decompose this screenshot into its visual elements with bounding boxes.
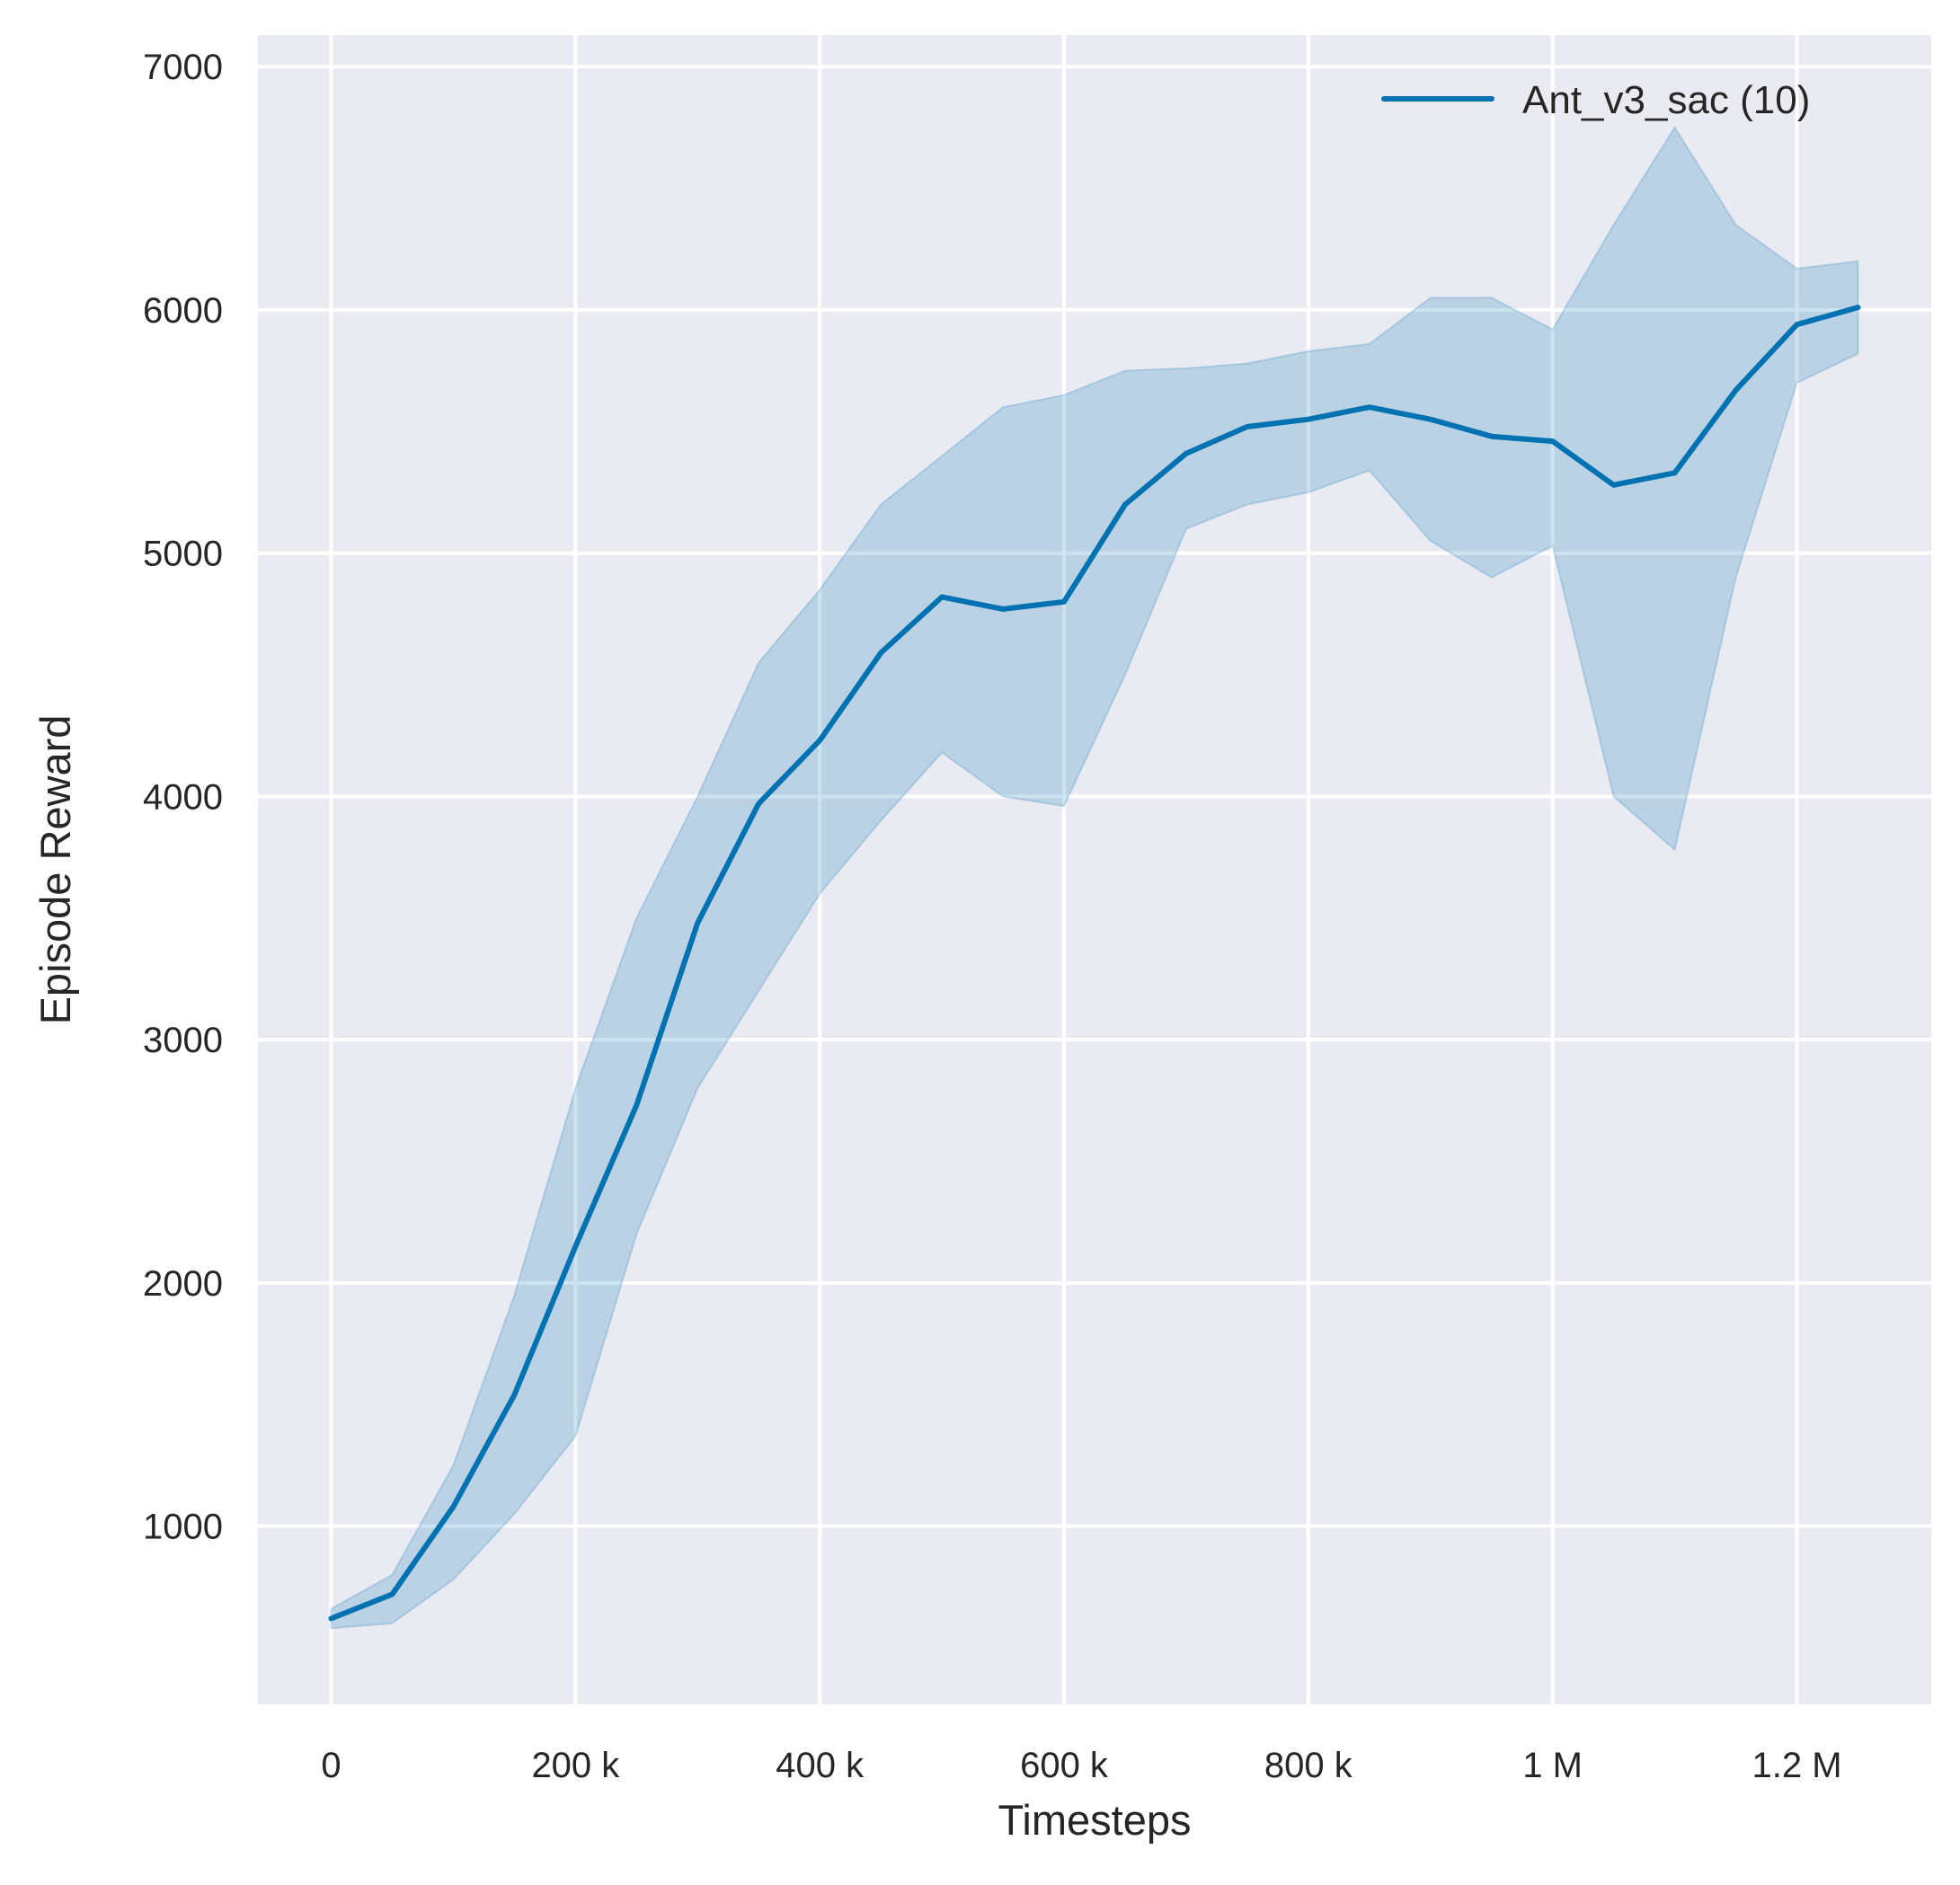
x-tick-label: 0 — [321, 1746, 341, 1785]
y-tick-labels: 1000 2000 3000 4000 5000 6000 7000 — [143, 48, 223, 1546]
legend: Ant_v3_sac (10) — [1381, 78, 1810, 122]
y-tick-label: 1000 — [143, 1508, 223, 1547]
y-tick-label: 6000 — [143, 291, 223, 331]
y-tick-label: 4000 — [143, 777, 223, 817]
x-tick-label: 1.2 M — [1752, 1746, 1841, 1785]
series-line — [328, 305, 1861, 1622]
y-tick-label: 2000 — [143, 1264, 223, 1304]
x-tick-label: 400 k — [776, 1746, 865, 1785]
legend-label: Ant_v3_sac (10) — [1522, 78, 1810, 122]
x-tick-label: 1 M — [1522, 1746, 1583, 1785]
y-tick-label: 3000 — [143, 1021, 223, 1060]
y-tick-label: 7000 — [143, 48, 223, 87]
x-axis-label: Timesteps — [998, 1796, 1191, 1844]
x-tick-label: 200 k — [531, 1746, 620, 1785]
x-tick-label: 800 k — [1264, 1746, 1353, 1785]
x-tick-labels: 0 200 k 400 k 600 k 800 k 1 M 1.2 M — [321, 1746, 1841, 1785]
confidence-band — [330, 126, 1859, 1630]
grid — [258, 35, 1931, 1704]
y-tick-label: 5000 — [143, 535, 223, 574]
y-axis-label: Episode Reward — [31, 715, 79, 1025]
plot-background — [258, 35, 1931, 1704]
x-tick-label: 600 k — [1020, 1746, 1109, 1785]
